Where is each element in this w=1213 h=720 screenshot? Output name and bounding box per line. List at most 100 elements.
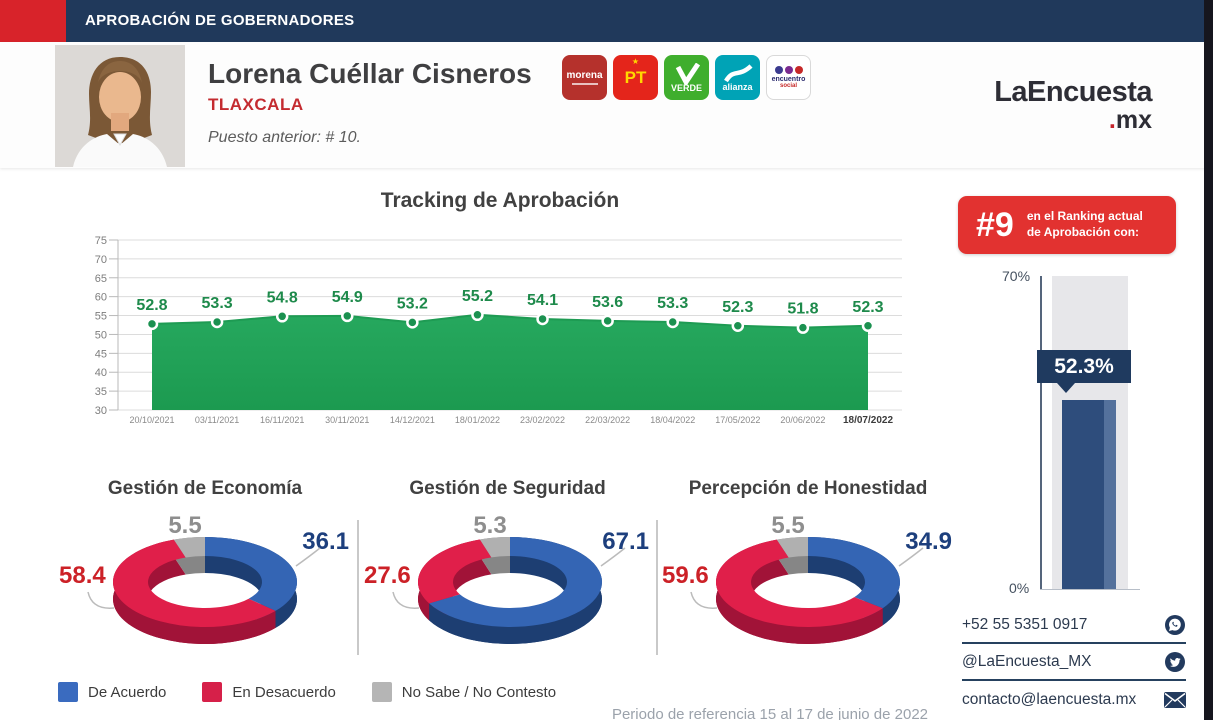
legend-label-agree: De Acuerdo (88, 683, 167, 701)
donut-seguridad-chart (392, 537, 626, 644)
brand-tld: .mx (980, 108, 1152, 133)
svg-text:35: 35 (95, 386, 107, 398)
verde-label: VERDE (670, 82, 702, 93)
rank-caption: en el Ranking actual de Aprobación con: (1026, 209, 1143, 239)
legend-swatch-agree (58, 682, 78, 702)
pt-star-icon: ★ (631, 57, 640, 66)
svg-text:30: 30 (95, 405, 107, 417)
economia-disagree-value: 58.4 (59, 562, 106, 589)
legend-item-dk: No Sabe / No Contesto (371, 682, 557, 702)
brand-tld-text: mx (1115, 106, 1152, 134)
legend-swatch-disagree (202, 682, 223, 702)
svg-text:52.3: 52.3 (722, 299, 753, 316)
ranking-badge: #9 en el Ranking actual de Aprobación co… (958, 196, 1176, 254)
svg-text:60: 60 (95, 292, 107, 304)
svg-text:53.3: 53.3 (202, 295, 233, 312)
mail-icon (1164, 691, 1186, 708)
svg-text:75: 75 (95, 235, 107, 247)
alianza-swoosh-glyph (723, 63, 753, 82)
bar-baseline (1040, 589, 1140, 590)
svg-text:18/01/2022: 18/01/2022 (455, 415, 500, 425)
approval-bar-chart: 70% 52.3% 0% (995, 262, 1190, 602)
svg-text:03/11/2021: 03/11/2021 (195, 415, 239, 425)
encuentro-label2: social (779, 83, 797, 89)
legend-label-dk: No Sabe / No Contesto (401, 683, 557, 701)
svg-text:18/07/2022: 18/07/2022 (843, 415, 893, 426)
svg-text:53.6: 53.6 (592, 294, 623, 311)
svg-text:52.8: 52.8 (136, 297, 167, 314)
bar-axis-bottom-label: 0% (1009, 580, 1030, 596)
encuentro-social-logo-icon: encuentro social (766, 55, 811, 100)
economia-dk-value: 5.5 (168, 512, 202, 539)
contact-row-twitter[interactable]: @LaEncuesta_MX (962, 644, 1186, 681)
whatsapp-icon (1165, 614, 1185, 635)
morena-label: morena (566, 70, 603, 81)
nueva-alianza-logo-icon: alianza (715, 55, 760, 100)
portrait-illustration (55, 45, 185, 167)
svg-text:65: 65 (95, 273, 107, 285)
donut-honestidad-chart (690, 537, 924, 644)
svg-text:54.8: 54.8 (267, 289, 298, 306)
governor-state: TLAXCALA (208, 95, 304, 114)
svg-text:45: 45 (95, 348, 107, 360)
svg-text:17/05/2022: 17/05/2022 (715, 415, 760, 425)
pt-logo-icon: ★ PT (613, 55, 658, 100)
bar-axis-top-label: 70% (1002, 268, 1031, 284)
approval-value-tooltip: 52.3% (1037, 350, 1131, 393)
svg-text:54.1: 54.1 (527, 292, 558, 309)
svg-text:30/11/2021: 30/11/2021 (325, 415, 369, 425)
contact-row-whatsapp[interactable]: +52 55 5351 0917 (962, 607, 1186, 644)
svg-text:22/03/2022: 22/03/2022 (585, 415, 630, 425)
chart-legend: De Acuerdo En Desacuerdo No Sabe / No Co… (58, 682, 556, 702)
donut-seguridad-title: Gestión de Seguridad (409, 478, 606, 499)
svg-text:40: 40 (95, 367, 107, 379)
donut-seguridad: Gestión de Seguridad 5.3 67.1 27.6 (360, 470, 655, 670)
svg-text:20/06/2022: 20/06/2022 (780, 415, 825, 425)
encuentro-dots-glyph (774, 66, 803, 74)
approval-bar (1062, 400, 1116, 589)
svg-text:53.2: 53.2 (397, 295, 428, 312)
svg-text:53.3: 53.3 (657, 295, 688, 312)
donut-economia: Gestión de Economía 5.5 36.1 58.4 (55, 470, 355, 670)
contact-block: +52 55 5351 0917 @LaEncuesta_MX contacto… (962, 607, 1186, 718)
rank-number: #9 (976, 205, 1014, 244)
party-logos: morena ★ PT VERDE alianza (562, 55, 811, 100)
twitter-icon (1165, 651, 1185, 672)
brand-dot: . (1108, 106, 1116, 134)
encuentro-label: encuentro (771, 76, 806, 83)
morena-tagline-line (571, 83, 598, 85)
legend-swatch-dk (371, 682, 392, 702)
svg-text:18/04/2022: 18/04/2022 (650, 415, 695, 425)
top-bar: APROBACIÓN DE GOBERNADORES (0, 0, 1213, 42)
svg-text:52.3: 52.3 (852, 299, 883, 316)
svg-text:20/10/2021: 20/10/2021 (129, 415, 174, 425)
twitter-handle[interactable]: @LaEncuesta_MX (962, 652, 1092, 670)
donut-divider (656, 520, 658, 655)
seguridad-disagree-value: 27.6 (364, 562, 411, 589)
honestidad-agree-value: 34.9 (905, 528, 952, 555)
honestidad-dk-value: 5.5 (771, 512, 805, 539)
legend-item-disagree: En Desacuerdo (202, 682, 336, 702)
contact-row-email[interactable]: contacto@laencuesta.mx (962, 681, 1186, 718)
morena-logo-icon: morena (562, 55, 607, 100)
svg-text:54.9: 54.9 (332, 289, 363, 306)
seguridad-dk-value: 5.3 (473, 512, 507, 539)
red-accent-block (0, 0, 66, 42)
svg-text:50: 50 (95, 329, 107, 341)
honestidad-disagree-value: 59.6 (662, 562, 709, 589)
reference-period-note: Periodo de referencia 15 al 17 de junio … (611, 706, 929, 720)
svg-text:55: 55 (95, 311, 107, 323)
governor-photo (55, 45, 185, 167)
verde-v-glyph (675, 62, 700, 85)
whatsapp-number[interactable]: +52 55 5351 0917 (962, 615, 1088, 633)
email-address[interactable]: contacto@laencuesta.mx (962, 690, 1137, 708)
governor-name: Lorena Cuéllar Cisneros (208, 58, 532, 89)
svg-text:14/12/2021: 14/12/2021 (390, 415, 435, 425)
seguridad-agree-value: 67.1 (602, 528, 649, 555)
svg-text:16/11/2021: 16/11/2021 (260, 415, 304, 425)
screen-right-edge (1204, 0, 1213, 720)
legend-item-agree: De Acuerdo (58, 682, 166, 702)
laencuesta-logo: LaEncuesta .mx (980, 78, 1152, 133)
page-title: APROBACIÓN DE GOBERNADORES (85, 12, 355, 29)
